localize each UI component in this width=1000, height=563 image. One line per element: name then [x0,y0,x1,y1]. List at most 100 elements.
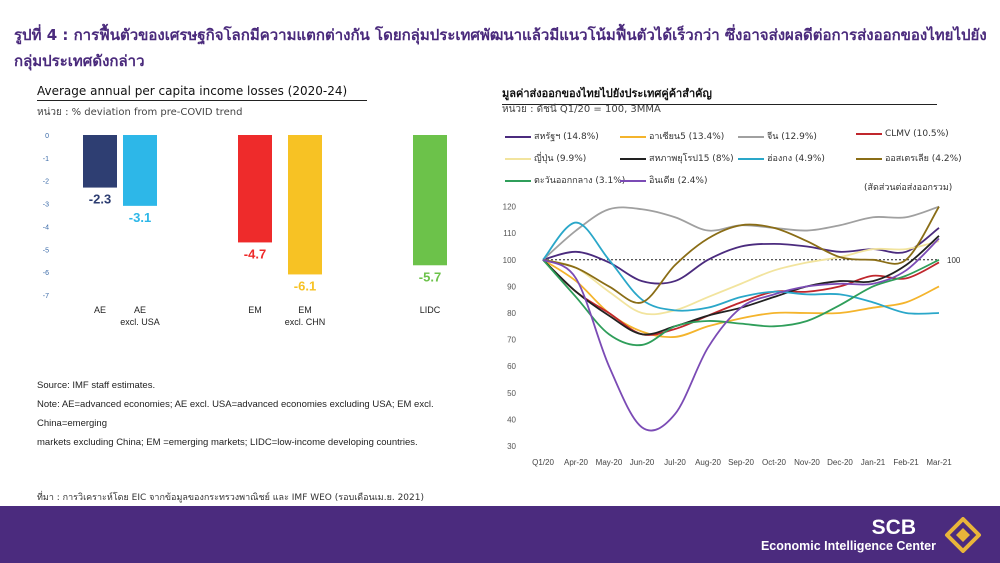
legend-item: สหภาพยุโรป15 (8%) [620,151,734,165]
y-tick-label: 100 [503,256,517,265]
x-tick-label: Aug-20 [695,458,721,467]
legend-label: ฮ่องกง (4.9%) [767,154,825,164]
x-tick-label: Jan-21 [861,458,886,467]
legend-swatch [856,132,882,135]
legend-swatch [505,135,531,138]
y-tick-label: -5 [43,247,49,254]
legend-label: สหภาพยุโรป15 (8%) [649,154,734,164]
series-line [542,237,940,432]
series-line [542,259,940,339]
y-tick-label: -4 [43,224,49,231]
series-line [542,259,940,336]
x-tick-label: Jun-20 [630,458,655,467]
y-tick-label: 110 [503,229,516,238]
legend-label: ญี่ปุ่น (9.9%) [534,154,587,164]
left-chart-subtitle: Average annual per capita income losses … [37,84,367,101]
data-label: -3.1 [129,210,151,225]
legend-swatch [738,157,764,160]
data-label: -4.7 [244,246,266,261]
x-tick-label: Q1/20 [532,458,554,467]
series-line [542,221,940,315]
bar [413,135,447,266]
share-note: (สัดส่วนต่อส่งออกรวม) [864,183,953,193]
x-tick-label: Sep-20 [728,458,754,467]
left-chart-unit: หน่วย : % deviation from pre-COVID trend [37,107,243,118]
data-label: -2.3 [89,192,111,207]
legend-item: จีน (12.9%) [738,129,817,143]
x-tick-label: Dec-20 [827,458,853,467]
legend-label: ออสเตรเลีย (4.2%) [885,154,962,164]
y-tick-label: 50 [507,389,516,398]
note-line: Source: IMF staff estimates. [37,380,156,391]
x-tick-label: EM [298,305,312,315]
legend-label: สหรัฐฯ (14.8%) [534,132,599,142]
y-tick-label: -1 [43,156,49,163]
x-tick-label: EM [248,305,262,315]
page-title: รูปที่ 4 : การฟื้นตัวของเศรษฐกิจโลกมีควา… [14,26,987,70]
y-tick-label: 120 [503,203,517,212]
bar [238,135,272,243]
source-note: ที่มา : การวิเคราะห์โดย EIC จากข้อมูลของ… [37,493,424,503]
legend-label: จีน (12.9%) [767,132,817,142]
x-tick-label: LIDC [420,305,441,315]
legend-swatch [505,157,531,160]
bar [288,135,322,275]
series-line [542,240,940,316]
legend-swatch [620,179,646,182]
y-tick-label: 40 [507,415,516,424]
x-tick-label: Feb-21 [893,458,919,467]
legend-label: อินเดีย (2.4%) [649,176,708,186]
y-tick-label: -7 [43,293,49,300]
x-tick-label: Apr-20 [564,458,589,467]
y-tick-label: -3 [43,202,49,209]
data-label: -5.7 [419,269,441,284]
right-chart-subtitle: มูลค่าส่งออกของไทยไปยังประเทศคู่ค้าสำคัญ [502,84,937,105]
x-tick-label: AE [134,305,146,315]
legend-label: อาเซียน5 (13.4%) [649,132,725,142]
brand-name: SCB [871,516,916,539]
bar [123,135,157,206]
y-tick-label: -6 [43,270,49,277]
note-line: Note: AE=advanced economies; AE excl. US… [37,399,434,429]
legend-item: อาเซียน5 (13.4%) [620,129,724,143]
right-chart-unit: หน่วย : ดัชนี Q1/20 = 100, 3MMA [502,104,661,115]
data-label: -6.1 [294,278,316,293]
legend-item: ออสเตรเลีย (4.2%) [856,151,962,165]
legend-item: ฮ่องกง (4.9%) [738,151,825,165]
x-tick-label: Oct-20 [762,458,787,467]
legend-swatch [856,157,882,160]
x-tick-label: Jul-20 [664,458,686,467]
left-chart-note: Source: IMF staff estimates. Note: AE=ad… [37,376,477,452]
y-tick-label: 0 [45,133,49,140]
y-tick-label: 60 [507,362,516,371]
legend-item: ญี่ปุ่น (9.9%) [505,151,586,165]
legend-swatch [738,135,764,138]
y-tick-label: 90 [507,282,516,291]
scb-logo-icon [945,517,981,553]
legend-label: ตะวันออกกลาง (3.1%) [534,176,626,186]
x-tick-label: excl. CHN [285,317,326,327]
legend-item: ตะวันออกกลาง (3.1%) [505,173,625,187]
x-tick-label: Mar-21 [926,458,952,467]
x-tick-label: Nov-20 [794,458,820,467]
series-line [542,258,940,347]
legend-item: สหรัฐฯ (14.8%) [505,129,599,143]
y-tick-label: 30 [507,442,516,451]
note-line: markets excluding China; EM =emerging ma… [37,437,418,448]
legend-swatch [505,179,531,182]
legend-swatch [620,157,646,160]
reference-line-label: 100 [947,256,961,265]
line-chart: 30405060708090100110120130Q1/20Apr-20May… [503,203,961,467]
y-tick-label: 80 [507,309,516,318]
legend-item: CLMV (10.5%) [856,129,949,139]
y-tick-label: 70 [507,336,516,345]
x-tick-label: AE [94,305,106,315]
series-line [542,206,940,304]
bar [83,135,117,188]
brand-subname: Economic Intelligence Center [760,539,936,553]
x-tick-label: excl. USA [120,317,160,327]
legend-label: CLMV (10.5%) [885,129,949,139]
y-tick-label: -2 [43,179,49,186]
x-tick-label: May-20 [596,458,623,467]
legend-item: อินเดีย (2.4%) [620,173,708,187]
